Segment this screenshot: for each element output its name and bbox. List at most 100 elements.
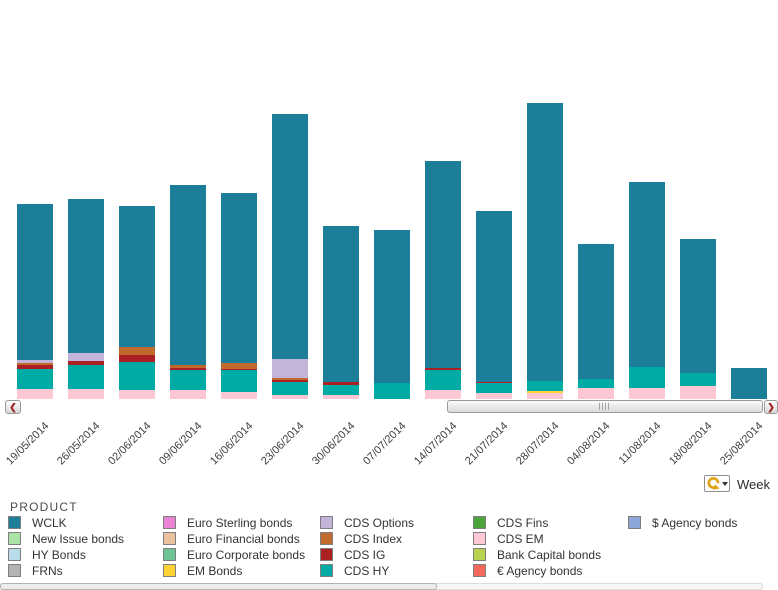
legend-item-cds-ig[interactable]: CDS IG bbox=[320, 548, 414, 562]
legend-item-cds-index[interactable]: CDS Index bbox=[320, 531, 414, 546]
bar-segment-cds-em[interactable] bbox=[527, 393, 563, 399]
bar-segment-cds-index[interactable] bbox=[272, 378, 308, 380]
legend-swatch-cds-options bbox=[320, 516, 333, 529]
legend-item-eur-agency-bonds[interactable]: € Agency bonds bbox=[473, 564, 601, 578]
bar-segment-wclk[interactable] bbox=[578, 244, 614, 379]
legend-swatch-cds-hy bbox=[320, 564, 333, 577]
legend-item-hy-bonds[interactable]: HY Bonds bbox=[8, 548, 124, 562]
legend-swatch-euro-corporate-bonds bbox=[163, 548, 176, 561]
legend-item-label: CDS Index bbox=[344, 531, 403, 546]
legend-item-cds-hy[interactable]: CDS HY bbox=[320, 564, 414, 578]
bar-segment-wclk[interactable] bbox=[323, 226, 359, 382]
bar-segment-cds-ig[interactable] bbox=[119, 355, 155, 362]
legend-item-label: EM Bonds bbox=[187, 563, 243, 578]
legend-item-cds-fins[interactable]: CDS Fins bbox=[473, 516, 601, 530]
bar-segment-wclk[interactable] bbox=[17, 204, 53, 360]
legend-column: Euro Sterling bonds Euro Financial bonds E… bbox=[163, 516, 305, 580]
legend-item-euro-financial-bonds[interactable]: Euro Financial bonds bbox=[163, 531, 305, 546]
bar-segment-wclk[interactable] bbox=[476, 211, 512, 382]
legend-item-usd-agency-bonds[interactable]: $ Agency bonds bbox=[628, 516, 737, 530]
bar-segment-wclk[interactable] bbox=[374, 230, 410, 383]
bar-segment-cds-options[interactable] bbox=[68, 353, 104, 361]
bar-segment-cds-hy[interactable] bbox=[17, 369, 53, 389]
legend-item-label: FRNs bbox=[32, 563, 63, 578]
stacked-bar-chart: 19/05/2014 26/05/2014 02/06/2014 09/06/2014… bbox=[4, 103, 767, 467]
scroll-left-button[interactable]: ❮ bbox=[5, 400, 21, 414]
bar-segment-cds-em[interactable] bbox=[425, 390, 461, 399]
bar-segment-cds-options[interactable] bbox=[272, 359, 308, 378]
bar-segment-wclk[interactable] bbox=[425, 161, 461, 368]
legend-item-em-bonds[interactable]: EM Bonds bbox=[163, 563, 305, 578]
bar-segment-wclk[interactable] bbox=[731, 368, 767, 399]
bar-segment-cds-options[interactable] bbox=[17, 360, 53, 363]
h-scrollbar-thumb[interactable] bbox=[447, 400, 763, 413]
legend-swatch-cds-em bbox=[473, 532, 486, 545]
legend-item-wclk[interactable]: WCLK bbox=[8, 516, 124, 530]
legend-swatch-euro-financial-bonds bbox=[163, 532, 176, 545]
bar-segment-cds-em[interactable] bbox=[680, 386, 716, 399]
legend-column: $ Agency bonds bbox=[628, 516, 737, 532]
bar-segment-cds-hy[interactable] bbox=[629, 367, 665, 388]
legend-column: CDS Fins CDS EM Bank Capital bonds € Agency… bbox=[473, 516, 601, 580]
bar-segment-wclk[interactable] bbox=[680, 239, 716, 373]
scroll-right-button[interactable]: ❯ bbox=[764, 400, 778, 414]
bar-segment-cds-em[interactable] bbox=[68, 389, 104, 399]
bar-segment-cds-index[interactable] bbox=[170, 365, 206, 368]
bar-segment-cds-hy[interactable] bbox=[680, 373, 716, 386]
bar-segment-cds-ig[interactable] bbox=[425, 368, 461, 370]
week-refresh-dropdown-button[interactable] bbox=[704, 475, 730, 492]
refresh-rotate-arrow-icon bbox=[707, 477, 720, 490]
bar-segment-cds-hy[interactable] bbox=[272, 382, 308, 395]
bar-segment-wclk[interactable] bbox=[221, 193, 257, 363]
legend-swatch-bank-capital-bonds bbox=[473, 548, 486, 561]
bar-segment-cds-hy[interactable] bbox=[527, 381, 563, 391]
bar-segment-cds-ig[interactable] bbox=[272, 380, 308, 382]
bar-segment-cds-em[interactable] bbox=[578, 388, 614, 399]
legend-item-cds-options[interactable]: CDS Options bbox=[320, 516, 414, 530]
bar-segment-cds-ig[interactable] bbox=[323, 382, 359, 385]
legend-item-bank-capital-bonds[interactable]: Bank Capital bonds bbox=[473, 548, 601, 562]
legend-item-euro-sterling-bonds[interactable]: Euro Sterling bonds bbox=[163, 516, 305, 530]
legend-item-cds-em[interactable]: CDS EM bbox=[473, 531, 601, 546]
legend-item-label: CDS EM bbox=[497, 531, 544, 546]
bar-segment-wclk[interactable] bbox=[68, 199, 104, 353]
bar-segment-cds-ig[interactable] bbox=[68, 361, 104, 365]
bar-segment-wclk[interactable] bbox=[272, 114, 308, 359]
bar-segment-cds-index[interactable] bbox=[221, 363, 257, 369]
bar-segment-cds-hy[interactable] bbox=[170, 370, 206, 390]
bar-segment-cds-em[interactable] bbox=[476, 393, 512, 399]
bar-segment-cds-ig[interactable] bbox=[170, 368, 206, 370]
legend-item-new-issue-bonds[interactable]: New Issue bonds bbox=[8, 532, 124, 546]
bar-segment-cds-em[interactable] bbox=[272, 395, 308, 399]
legend-item-label: Euro Financial bonds bbox=[187, 531, 300, 546]
bar-segment-cds-ig[interactable] bbox=[17, 365, 53, 369]
legend-item-frns[interactable]: FRNs bbox=[8, 563, 124, 578]
legend-swatch-usd-agency-bonds bbox=[628, 516, 641, 529]
bar-segment-cds-em[interactable] bbox=[17, 389, 53, 399]
bar-segment-cds-em[interactable] bbox=[629, 388, 665, 399]
bar-segment-em-bonds[interactable] bbox=[527, 391, 563, 393]
bar-segment-cds-index[interactable] bbox=[17, 363, 53, 365]
bar-segment-wclk[interactable] bbox=[170, 185, 206, 365]
bar-segment-cds-hy[interactable] bbox=[425, 370, 461, 390]
scrollbar-grip-icon bbox=[599, 403, 611, 410]
bar-segment-cds-ig[interactable] bbox=[476, 382, 512, 383]
bar-segment-cds-hy[interactable] bbox=[578, 379, 614, 388]
bar-segment-wclk[interactable] bbox=[629, 182, 665, 367]
bar-segment-wclk[interactable] bbox=[119, 206, 155, 347]
bar-segment-cds-index[interactable] bbox=[119, 347, 155, 355]
bar-segment-cds-em[interactable] bbox=[221, 392, 257, 399]
bar-segment-cds-hy[interactable] bbox=[476, 383, 512, 393]
legend-scrollbar-thumb[interactable] bbox=[0, 583, 437, 590]
legend-item-euro-corporate-bonds[interactable]: Euro Corporate bonds bbox=[163, 548, 305, 562]
bar-segment-cds-em[interactable] bbox=[323, 395, 359, 399]
bar-segment-cds-hy[interactable] bbox=[374, 383, 410, 399]
bar-segment-cds-hy[interactable] bbox=[221, 370, 257, 392]
bar-segment-cds-em[interactable] bbox=[170, 390, 206, 399]
bar-segment-cds-hy[interactable] bbox=[68, 365, 104, 389]
bar-segment-wclk[interactable] bbox=[527, 103, 563, 381]
bar-segment-cds-ig[interactable] bbox=[221, 369, 257, 370]
bar-segment-cds-hy[interactable] bbox=[119, 362, 155, 390]
bar-segment-cds-hy[interactable] bbox=[323, 385, 359, 395]
bar-segment-cds-em[interactable] bbox=[119, 390, 155, 399]
